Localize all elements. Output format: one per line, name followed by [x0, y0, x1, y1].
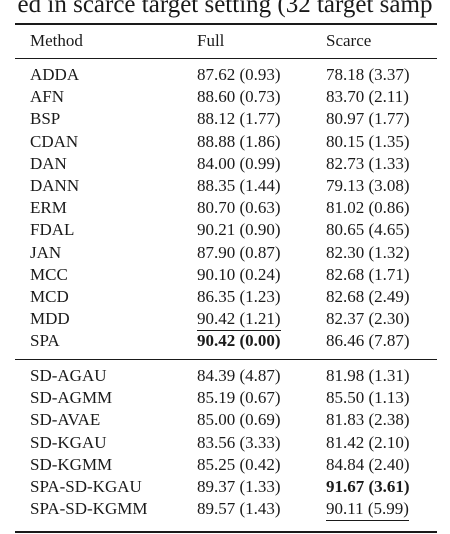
- cell-method: SD-AGMM: [30, 388, 113, 407]
- cell-full: 90.42 (1.21): [197, 309, 281, 331]
- cell-full: 88.12 (1.77): [197, 109, 281, 128]
- cell-scarce: 81.98 (1.31): [326, 366, 410, 385]
- cell-scarce: 83.70 (2.11): [326, 87, 409, 106]
- cell-method: ADDA: [30, 65, 80, 84]
- cell-scarce: 80.15 (1.35): [326, 132, 410, 151]
- cell-full: 90.42 (0.00): [197, 331, 281, 350]
- cell-method: FDAL: [30, 220, 75, 239]
- cell-scarce: 86.46 (7.87): [326, 331, 410, 350]
- cell-method: JAN: [30, 243, 62, 262]
- cell-full: 84.00 (0.99): [197, 154, 281, 173]
- cell-scarce: 82.30 (1.32): [326, 243, 410, 262]
- cell-full: 85.00 (0.69): [197, 410, 281, 429]
- cell-full: 90.10 (0.24): [197, 265, 281, 284]
- cell-scarce: 79.13 (3.08): [326, 176, 410, 195]
- cell-method: SD-KGAU: [30, 433, 107, 452]
- cell-method: SD-AGAU: [30, 366, 107, 385]
- cell-full: 84.39 (4.87): [197, 366, 281, 385]
- cell-method: AFN: [30, 87, 65, 106]
- header-scarce: Scarce: [326, 31, 372, 50]
- top-rule: [15, 23, 437, 25]
- cell-full: 85.25 (0.42): [197, 455, 281, 474]
- cell-scarce: 81.83 (2.38): [326, 410, 410, 429]
- cell-full: 85.19 (0.67): [197, 388, 281, 407]
- cell-method: DANN: [30, 176, 80, 195]
- cell-full: 89.57 (1.43): [197, 499, 281, 518]
- cell-full: 83.56 (3.33): [197, 433, 281, 452]
- group-separator-rule: [15, 359, 437, 360]
- cell-full: 80.70 (0.63): [197, 198, 281, 217]
- cell-scarce: 81.42 (2.10): [326, 433, 410, 452]
- cell-scarce: 91.67 (3.61): [326, 477, 410, 496]
- cell-method: ERM: [30, 198, 67, 217]
- header-rule: [15, 58, 437, 59]
- cell-full: 87.90 (0.87): [197, 243, 281, 262]
- cell-method: SPA: [30, 331, 60, 350]
- cell-scarce: 80.97 (1.77): [326, 109, 410, 128]
- cell-full: 88.35 (1.44): [197, 176, 281, 195]
- cell-full: 89.37 (1.33): [197, 477, 281, 496]
- cell-method: MDD: [30, 309, 70, 328]
- cell-scarce: 80.65 (4.65): [326, 220, 410, 239]
- cell-scarce: 84.84 (2.40): [326, 455, 410, 474]
- cell-scarce: 82.68 (2.49): [326, 287, 410, 306]
- cell-method: MCD: [30, 287, 69, 306]
- cell-method: SD-KGMM: [30, 455, 113, 474]
- header-full: Full: [197, 31, 225, 50]
- cell-method: SPA-SD-KGAU: [30, 477, 142, 496]
- cell-full: 88.88 (1.86): [197, 132, 281, 151]
- cell-scarce: 82.37 (2.30): [326, 309, 410, 328]
- cell-full: 86.35 (1.23): [197, 287, 281, 306]
- cell-scarce: 82.68 (1.71): [326, 265, 410, 284]
- cell-method: BSP: [30, 109, 61, 128]
- cell-full: 87.62 (0.93): [197, 65, 281, 84]
- cell-scarce: 82.73 (1.33): [326, 154, 410, 173]
- cell-method: DAN: [30, 154, 67, 173]
- cell-full: 90.21 (0.90): [197, 220, 281, 239]
- cell-scarce: 85.50 (1.13): [326, 388, 410, 407]
- cell-full: 88.60 (0.73): [197, 87, 281, 106]
- cell-scarce: 90.11 (5.99): [326, 499, 409, 521]
- cell-method: MCC: [30, 265, 68, 284]
- cell-method: SD-AVAE: [30, 410, 101, 429]
- table-caption: ed in scarce target setting (32 target s…: [17, 0, 433, 18]
- header-method: Method: [30, 31, 83, 50]
- cell-scarce: 81.02 (0.86): [326, 198, 410, 217]
- cell-scarce: 78.18 (3.37): [326, 65, 410, 84]
- bottom-rule: [15, 531, 437, 533]
- cell-method: CDAN: [30, 132, 79, 151]
- cell-method: SPA-SD-KGMM: [30, 499, 148, 518]
